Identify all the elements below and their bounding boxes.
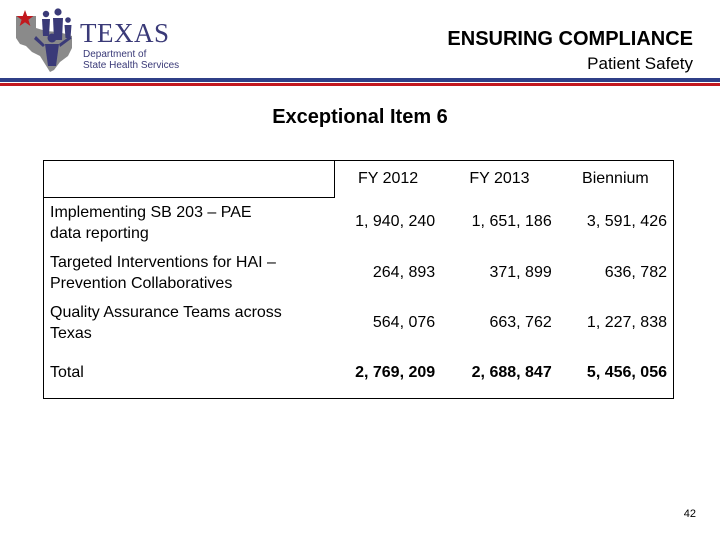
header-subtitle: Patient Safety xyxy=(587,54,693,73)
table-row: Quality Assurance Teams across Texas 564… xyxy=(42,297,674,348)
cell-fy2013: 1, 651, 186 xyxy=(471,213,552,231)
section-title: Exceptional Item 6 xyxy=(272,106,448,128)
budget-table: FY 2012 FY 2013 Biennium Implementing SB… xyxy=(42,160,674,399)
row-label: Implementing SB 203 – PAE data reporting xyxy=(42,196,335,248)
page-number: 42 xyxy=(683,508,696,520)
cell-fy2013: 371, 899 xyxy=(489,263,552,281)
row-label-line-2: Texas xyxy=(50,324,92,342)
row-label: Quality Assurance Teams across Texas xyxy=(42,297,335,348)
star-icon xyxy=(16,10,34,26)
row-label: Targeted Interventions for HAI – Prevent… xyxy=(42,247,335,298)
table-row: Implementing SB 203 – PAE data reporting… xyxy=(42,196,674,248)
cell-biennium: 1, 227, 838 xyxy=(557,297,674,348)
column-header-biennium: Biennium xyxy=(557,160,674,197)
logo-wordmark: TEXAS xyxy=(80,18,170,48)
header-rule-red xyxy=(0,83,720,86)
row-label-line-1: Quality Assurance Teams across xyxy=(50,303,282,321)
total-biennium: 5, 456, 056 xyxy=(557,347,674,399)
header-rule-blue xyxy=(0,78,720,82)
total-fy2013: 2, 688, 847 xyxy=(441,347,558,399)
header-corner-cell xyxy=(42,160,336,197)
people-figures xyxy=(34,8,72,66)
logo-department: Department of State Health Services xyxy=(83,49,203,71)
total-row: Total 2, 769, 209 2, 688, 847 5, 456, 05… xyxy=(42,347,674,399)
cell-fy2013: 663, 762 xyxy=(489,313,552,331)
column-header-fy2013: FY 2013 xyxy=(441,160,558,197)
cell-biennium: 3, 591, 426 xyxy=(557,197,674,248)
texas-people-icon xyxy=(16,8,72,72)
row-label-line-1: Implementing SB 203 – PAE xyxy=(50,203,252,221)
header-title: ENSURING COMPLIANCE xyxy=(447,28,693,50)
table-row: Targeted Interventions for HAI – Prevent… xyxy=(42,247,674,298)
column-header-fy2012: FY 2012 xyxy=(334,160,442,197)
row-label-line-2: data reporting xyxy=(50,224,149,242)
cell-fy2012: 1, 940, 240 xyxy=(355,213,436,231)
cell-biennium: 636, 782 xyxy=(557,247,674,298)
total-fy2012: 2, 769, 209 xyxy=(334,347,442,399)
logo-line-2: State Health Services xyxy=(83,60,180,71)
cell-fy2012: 264, 893 xyxy=(372,263,436,281)
row-label-line-2: Prevention Collaboratives xyxy=(50,274,233,292)
logo-line-1: Department of xyxy=(83,49,147,60)
total-label: Total xyxy=(42,347,335,399)
dshs-logo: TEXAS Department of State Health Service… xyxy=(12,6,192,74)
table-header-row: FY 2012 FY 2013 Biennium xyxy=(42,160,674,197)
row-label-line-1: Targeted Interventions for HAI – xyxy=(50,253,276,271)
cell-fy2012: 564, 076 xyxy=(372,313,436,331)
